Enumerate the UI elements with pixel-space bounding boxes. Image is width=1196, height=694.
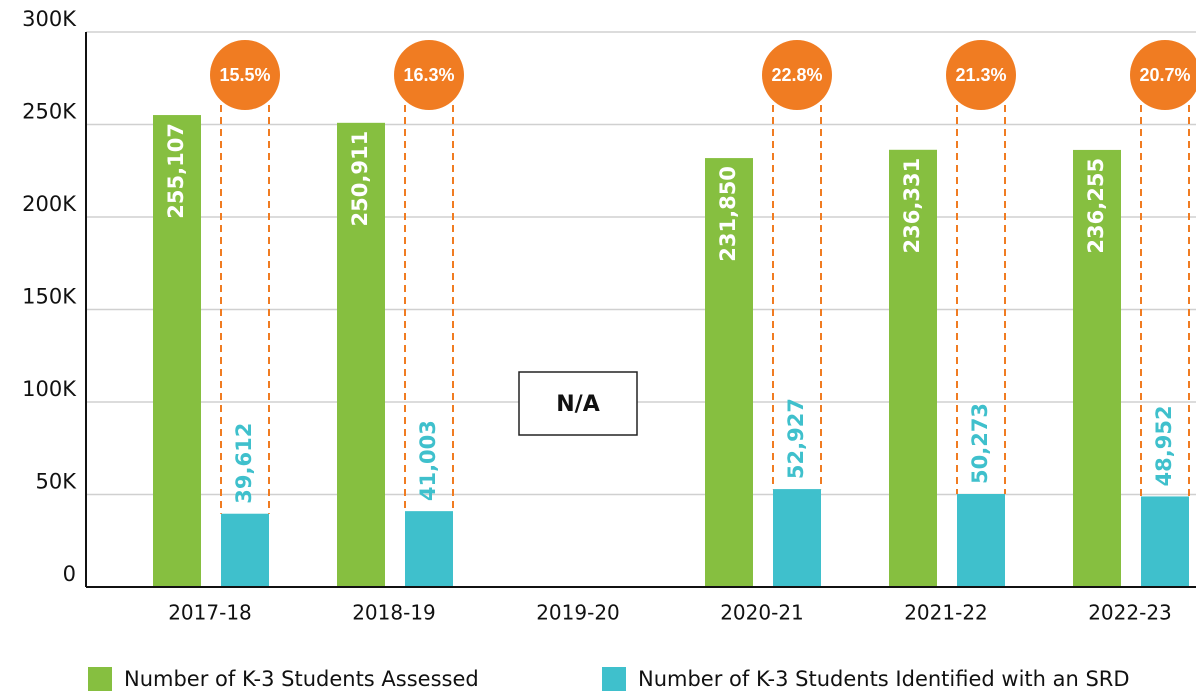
bar	[405, 511, 453, 587]
annotation-box	[518, 371, 638, 436]
percent-label: 21.3%	[955, 65, 1006, 85]
bar	[773, 489, 821, 587]
legend-swatch	[88, 667, 112, 691]
bar	[1073, 149, 1121, 587]
y-tick-label: 100K	[22, 377, 77, 401]
value-label: 231,850	[716, 166, 740, 262]
bar	[957, 493, 1005, 587]
x-tick-label: 2017-18	[168, 601, 252, 625]
percent-badge	[210, 40, 280, 110]
percent-label: 15.5%	[219, 65, 270, 85]
legend-label: Number of K-3 Students Assessed	[124, 667, 479, 691]
value-label: 41,003	[416, 420, 440, 501]
bar	[889, 149, 937, 587]
legend-swatch	[602, 667, 626, 691]
y-tick-label: 200K	[22, 192, 77, 216]
bar	[337, 122, 385, 588]
value-label: 50,273	[968, 403, 992, 484]
value-label: 48,952	[1152, 405, 1176, 486]
percent-label: 22.8%	[771, 65, 822, 85]
y-tick-label: 0	[63, 562, 76, 586]
percent-badge	[946, 40, 1016, 110]
percent-badge	[1130, 40, 1196, 110]
legend-label: Number of K-3 Students Identified with a…	[638, 667, 1130, 691]
bar	[153, 115, 201, 587]
y-tick-label: 300K	[22, 7, 77, 31]
value-label: 236,255	[1084, 158, 1108, 254]
bar	[1141, 496, 1189, 587]
value-label: 39,612	[232, 423, 256, 504]
value-label: 250,911	[348, 131, 372, 227]
x-tick-label: 2021-22	[904, 601, 988, 625]
percent-label: 16.3%	[403, 65, 454, 85]
bar	[221, 513, 269, 587]
percent-badge	[762, 40, 832, 110]
annotation: N/A	[556, 392, 599, 417]
y-tick-label: 50K	[36, 470, 78, 494]
percent-badge	[394, 40, 464, 110]
y-tick-label: 150K	[22, 285, 77, 309]
x-tick-label: 2022-23	[1088, 601, 1172, 625]
value-label: 52,927	[784, 398, 808, 479]
bar	[705, 158, 753, 587]
x-tick-label: 2020-21	[720, 601, 804, 625]
y-tick-label: 250K	[22, 100, 77, 124]
x-tick-label: 2019-20	[536, 601, 620, 625]
value-label: 236,331	[900, 158, 924, 254]
value-label: 255,107	[164, 123, 188, 219]
x-tick-label: 2018-19	[352, 601, 436, 625]
percent-label: 20.7%	[1139, 65, 1190, 85]
